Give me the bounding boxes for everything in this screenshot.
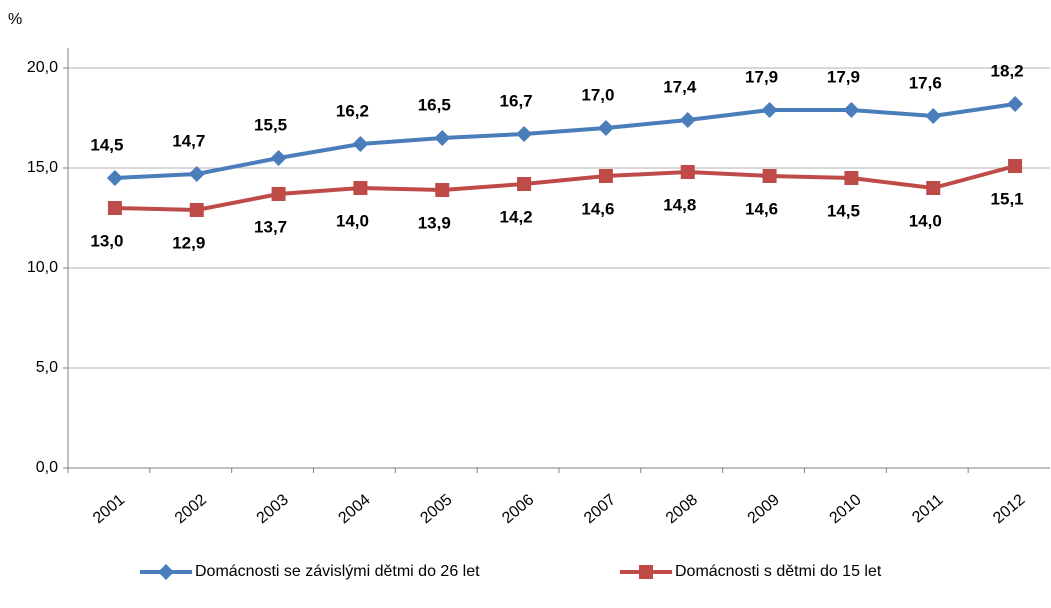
x-tick-label: 2001 xyxy=(90,491,128,527)
point xyxy=(843,102,860,118)
data-label: 14,8 xyxy=(663,195,696,214)
y-tick-label: 15,0 xyxy=(27,159,58,176)
x-tick-label: 2008 xyxy=(663,491,701,527)
point xyxy=(761,102,778,118)
x-tick-label: 2010 xyxy=(827,491,865,527)
point xyxy=(435,183,450,197)
point xyxy=(597,120,614,136)
data-label: 15,5 xyxy=(254,115,287,134)
x-tick-label: 2005 xyxy=(417,491,455,527)
x-tick-label: 2002 xyxy=(172,491,210,527)
point xyxy=(844,171,859,185)
y-tick-label: 10,0 xyxy=(27,259,58,276)
point xyxy=(352,136,369,152)
x-tick-label: 2011 xyxy=(909,491,946,526)
data-label: 14,0 xyxy=(336,211,369,230)
point xyxy=(188,166,205,182)
point xyxy=(1007,96,1024,112)
point xyxy=(925,108,942,124)
x-tick-label: 2006 xyxy=(499,491,537,527)
data-label: 14,2 xyxy=(500,207,533,226)
data-label: 14,6 xyxy=(581,199,614,218)
point xyxy=(270,150,287,166)
x-tick-label: 2004 xyxy=(336,491,374,527)
data-label: 13,9 xyxy=(418,213,451,232)
data-label: 17,6 xyxy=(909,73,942,92)
point xyxy=(926,181,941,195)
data-label: 16,5 xyxy=(418,95,451,114)
data-label: 17,9 xyxy=(827,67,860,86)
point xyxy=(679,112,696,128)
point xyxy=(107,201,122,215)
x-tick-label: 2007 xyxy=(581,491,619,527)
series-line xyxy=(114,102,1016,180)
data-label: 17,4 xyxy=(663,77,697,96)
data-label: 13,7 xyxy=(254,217,287,236)
y-axis-label: % xyxy=(8,11,22,28)
data-label: 12,9 xyxy=(172,233,205,252)
data-label: 14,5 xyxy=(90,135,123,154)
data-label: 15,1 xyxy=(991,189,1024,208)
data-label: 14,7 xyxy=(172,131,205,150)
data-label: 13,0 xyxy=(90,231,123,250)
point xyxy=(271,187,286,201)
point xyxy=(434,130,451,146)
data-label: 16,7 xyxy=(500,91,533,110)
data-label: 16,2 xyxy=(336,101,369,120)
legend-label: Domácnosti s dětmi do 15 let xyxy=(675,563,882,580)
data-label: 17,0 xyxy=(581,85,614,104)
y-tick-label: 20,0 xyxy=(27,59,58,76)
x-tick-label: 2003 xyxy=(254,491,292,527)
point xyxy=(353,181,368,195)
data-label: 18,2 xyxy=(991,61,1024,80)
point xyxy=(106,170,123,186)
point xyxy=(1008,159,1023,173)
data-label: 14,5 xyxy=(827,201,860,220)
legend-marker xyxy=(158,564,174,580)
series-line xyxy=(114,164,1016,213)
point xyxy=(680,165,695,179)
point xyxy=(598,169,613,183)
point xyxy=(517,177,532,191)
x-tick-label: 2012 xyxy=(990,491,1028,527)
x-tick-label: 2009 xyxy=(745,491,783,527)
point xyxy=(516,126,533,142)
point xyxy=(762,169,777,183)
data-label: 14,6 xyxy=(745,199,778,218)
data-label: 14,0 xyxy=(909,211,942,230)
legend-label: Domácnosti se závislými dětmi do 26 let xyxy=(195,563,480,580)
point xyxy=(189,203,204,217)
data-label: 17,9 xyxy=(745,67,778,86)
y-tick-label: 0,0 xyxy=(36,459,58,476)
y-tick-label: 5,0 xyxy=(36,359,58,376)
legend-marker xyxy=(639,565,653,579)
